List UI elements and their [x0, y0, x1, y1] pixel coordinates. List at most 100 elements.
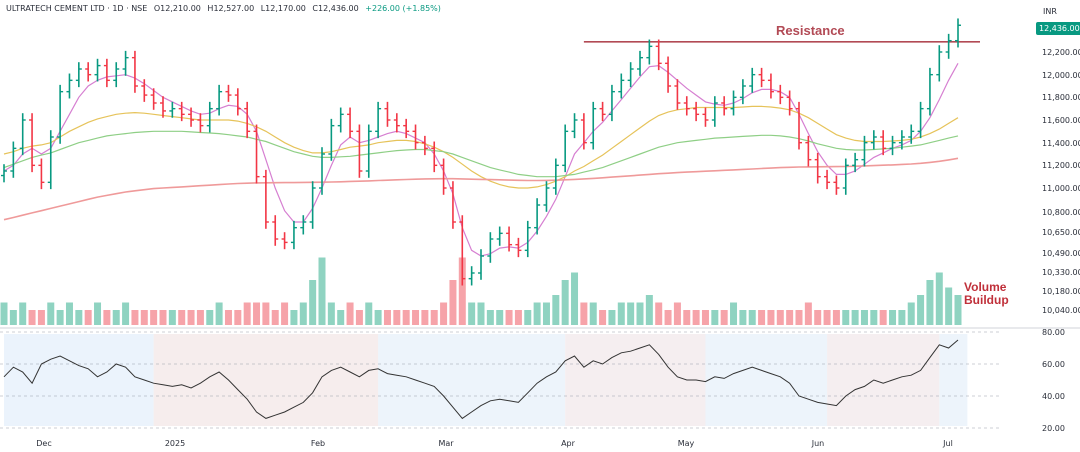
y-tick-label: 10,490.00 [1042, 249, 1080, 258]
volume-bar [65, 302, 73, 325]
volume-bar [0, 302, 8, 325]
volume-bar [673, 302, 681, 325]
volume-bar [496, 310, 504, 325]
volume-bar [627, 302, 635, 325]
volume-bar [739, 310, 747, 325]
volume-bar [131, 310, 139, 325]
volume-bar [430, 310, 438, 325]
y-tick-label: 12,200.00 [1042, 48, 1080, 57]
volume-bar [178, 310, 186, 325]
volume-bar [243, 302, 251, 325]
currency-label: INR [1043, 7, 1057, 16]
rsi-zone-band [153, 334, 379, 426]
x-tick-label: Dec [36, 439, 51, 448]
x-tick-label: Feb [311, 439, 325, 448]
y-tick-label: 10,650.00 [1042, 228, 1080, 237]
volume-bar [823, 310, 831, 325]
volume-bar [262, 302, 270, 325]
volume-bar [786, 310, 794, 325]
volume-bar [720, 310, 728, 325]
volume-bar [860, 310, 868, 325]
x-tick-label: Jul [942, 439, 953, 448]
volume-bar [917, 295, 925, 325]
volume-bar [571, 272, 579, 325]
high-value: H12,527.00 [207, 4, 255, 13]
volume-bar [542, 302, 550, 325]
volume-bar [159, 310, 167, 325]
rsi-line [3, 339, 959, 420]
volume-bar [234, 310, 242, 325]
rsi-tick-label: 20.00 [1042, 424, 1065, 433]
volume-bar [730, 302, 738, 325]
rsi-zone-band [827, 334, 940, 426]
volume-bar [187, 310, 195, 325]
rsi-tick-label: 40.00 [1042, 392, 1065, 401]
volume-bar [851, 310, 859, 325]
volume-bar [327, 302, 335, 325]
volume-bar [299, 302, 307, 325]
symbol-label: ULTRATECH CEMENT LTD · 1D · NSE [6, 4, 148, 13]
open-value: O12,210.00 [153, 4, 201, 13]
volume-bar [636, 302, 644, 325]
volume-bar [402, 310, 410, 325]
volume-bar [421, 310, 429, 325]
volume-bar [907, 302, 915, 325]
volume-bar [664, 310, 672, 325]
volume-bar [383, 310, 391, 325]
volume-bar [701, 310, 709, 325]
y-tick-label: 11,600.00 [1042, 116, 1080, 125]
volume-bar [477, 302, 485, 325]
volume-buildup-label: Volume Buildup [964, 281, 1024, 307]
volume-bar [898, 310, 906, 325]
volume-bar [374, 310, 382, 325]
volume-bar [589, 302, 597, 325]
volume-bar [655, 302, 663, 325]
volume-bar [776, 310, 784, 325]
volume-bar [945, 287, 953, 325]
volume-bar [926, 280, 934, 325]
volume-bar [112, 310, 120, 325]
volume-bar [412, 310, 420, 325]
volume-bar [468, 302, 476, 325]
rsi-tick-label: 60.00 [1042, 360, 1065, 369]
volume-bar [552, 295, 560, 325]
volume-bar [19, 302, 27, 325]
volume-bar [514, 310, 522, 325]
volume-bar [832, 310, 840, 325]
x-tick-label: Jun [811, 439, 825, 448]
volume-bar [935, 272, 943, 325]
volume-bar [150, 310, 158, 325]
rsi-zone-band [939, 334, 968, 426]
volume-bar [580, 302, 588, 325]
y-tick-label: 11,800.00 [1042, 93, 1080, 102]
volume-bar [954, 295, 962, 325]
y-tick-label: 10,180.00 [1042, 287, 1080, 296]
volume-bar [617, 302, 625, 325]
resistance-label: Resistance [776, 23, 845, 38]
volume-bar [870, 310, 878, 325]
x-tick-label: 2025 [165, 439, 185, 448]
volume-bar [458, 257, 466, 325]
x-tick-label: Mar [438, 439, 454, 448]
chart-header: ULTRATECH CEMENT LTD · 1D · NSE O12,210.… [6, 4, 445, 13]
rsi-zone-band [378, 334, 566, 426]
volume-bar [9, 310, 17, 325]
volume-bar [449, 280, 457, 325]
volume-bar [103, 310, 111, 325]
volume-bar [879, 310, 887, 325]
volume-bar [84, 310, 92, 325]
volume-bar [271, 310, 279, 325]
low-value: L12,170.00 [260, 4, 306, 13]
volume-bar [692, 310, 700, 325]
rsi-zone-band [4, 334, 154, 426]
volume-bar [365, 302, 373, 325]
volume-bar [215, 302, 223, 325]
volume-bar [608, 310, 616, 325]
volume-bar [206, 310, 214, 325]
close-value: C12,436.00 [312, 4, 359, 13]
volume-bar [168, 310, 176, 325]
volume-bar [842, 310, 850, 325]
volume-bar [767, 310, 775, 325]
volume-bar [94, 302, 102, 325]
